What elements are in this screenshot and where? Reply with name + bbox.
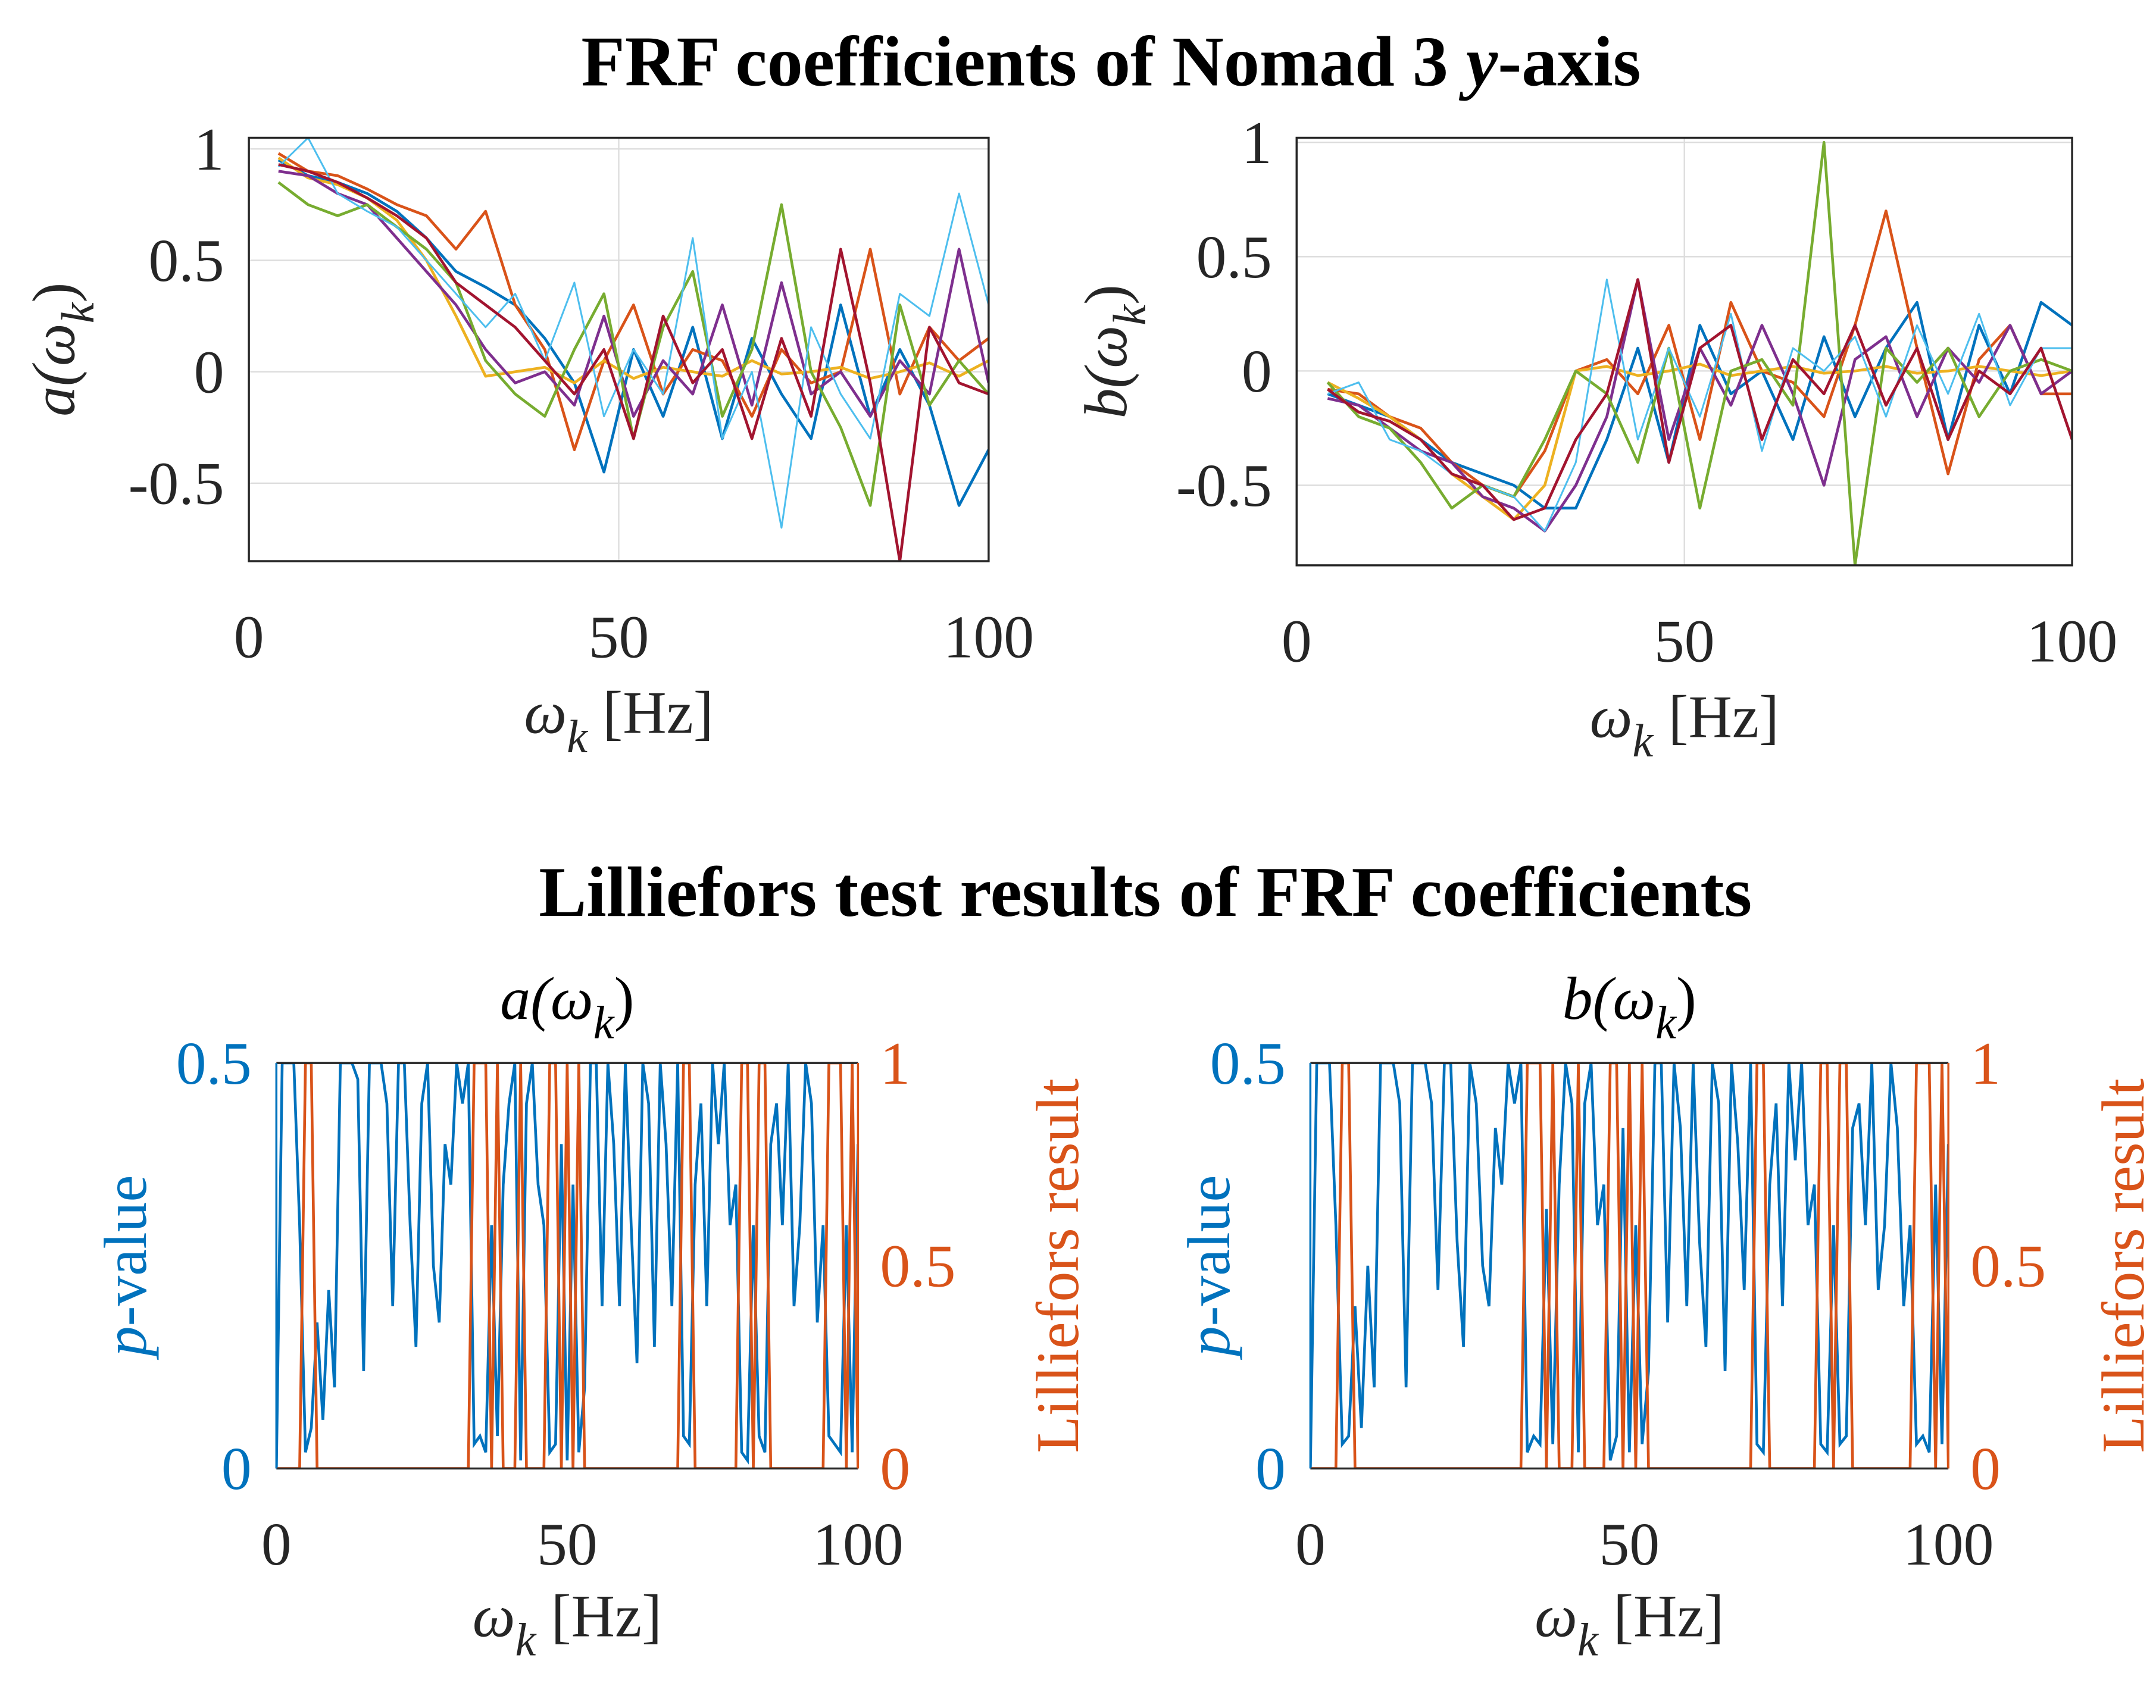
- x-axis-label: ωk [Hz]: [473, 1582, 662, 1665]
- x-axis-label: ωk [Hz]: [1590, 683, 1779, 767]
- series-group: [1310, 1063, 1949, 1469]
- y-left-axis-label: p-value: [92, 1175, 159, 1360]
- y-left-tick-label: 0.5: [176, 1030, 252, 1097]
- y-axis-label: a(ωk): [20, 283, 104, 417]
- plot-b: 0 50 100 -0.5 0 0.5 1 ωk [Hz] b(ωk): [1072, 109, 2117, 767]
- y-left-axis-label: p-value: [1175, 1175, 1242, 1360]
- subplot-title: b(ωk): [1563, 965, 1696, 1048]
- axes-box: [1295, 136, 2073, 567]
- y-left-tick-label: 0.5: [1210, 1030, 1286, 1097]
- y-tick-label: 0: [1242, 337, 1272, 405]
- figure-title-top: FRF coefficients of Nomad 3 y-axis: [581, 22, 1641, 101]
- series-group: [277, 137, 989, 561]
- x-tick-label: 50: [1599, 1510, 1660, 1578]
- series-line-4: [278, 170, 989, 418]
- y-right-axis-label: Lilliefors result: [2089, 1078, 2156, 1453]
- subplot-title: a(ωk): [500, 965, 634, 1048]
- x-tick-label: 100: [943, 603, 1034, 671]
- y-axis-label: b(ωk): [1072, 284, 1155, 418]
- series-line-3: [1327, 362, 2073, 521]
- x-tick-label: 0: [1282, 608, 1312, 675]
- series-line-4: [1327, 278, 2073, 533]
- y-tick-label: 1: [1242, 109, 1272, 176]
- series-line-7: [278, 163, 989, 561]
- series-line-7: [1327, 278, 2073, 521]
- series-line-6: [277, 137, 989, 529]
- x-tick-label: 0: [261, 1510, 292, 1578]
- plot-a: 0 50 100 -0.5 0 0.5 1 ωk [Hz] a(ωk): [20, 115, 1034, 762]
- x-tick-label: 50: [589, 603, 649, 671]
- y-right-axis-label: Lilliefors result: [1024, 1078, 1091, 1453]
- y-right-tick-label: 0: [1970, 1435, 2001, 1502]
- y-tick-label: 0.5: [148, 227, 224, 294]
- series-line-2: [277, 152, 989, 452]
- plot-la: 0 50 100 0 0.5 0 0.5 1 a(ωk) ωk [Hz] p-value Lillie…: [92, 965, 1091, 1666]
- x-tick-label: 100: [2027, 608, 2117, 675]
- series-group: [276, 1063, 858, 1469]
- p-value-line: [1310, 1063, 1949, 1469]
- axes-box: [248, 136, 990, 562]
- x-axis-label: ωk [Hz]: [1535, 1582, 1724, 1665]
- x-axis-label: ωk [Hz]: [524, 679, 713, 762]
- plot-lb: 0 50 100 0 0.5 0 0.5 1 b(ωk) ωk [Hz] p-value Lillie…: [1175, 965, 2156, 1666]
- y-tick-label: -0.5: [1176, 452, 1272, 519]
- y-right-tick-label: 1: [1970, 1030, 2001, 1097]
- x-tick-label: 50: [537, 1510, 598, 1578]
- y-tick-label: -0.5: [129, 450, 224, 517]
- x-tick-label: 50: [1654, 608, 1715, 675]
- x-tick-label: 100: [813, 1510, 903, 1578]
- x-tick-label: 0: [1295, 1510, 1326, 1578]
- figure-title-bottom: Lilliefors test results of FRF coefficie…: [539, 852, 1752, 931]
- x-tick-label: 100: [1903, 1510, 1993, 1578]
- y-right-tick-label: 0.5: [880, 1232, 955, 1299]
- series-line-6: [1327, 279, 2073, 532]
- y-left-tick-label: 0: [221, 1435, 252, 1502]
- y-tick-label: 0.5: [1196, 223, 1272, 290]
- y-right-tick-label: 0.5: [1970, 1232, 2046, 1299]
- y-left-tick-label: 0: [1255, 1435, 1286, 1502]
- y-right-tick-label: 1: [880, 1030, 910, 1097]
- y-tick-label: 1: [194, 115, 224, 183]
- x-tick-label: 0: [234, 603, 264, 671]
- series-line-1: [1327, 301, 2073, 510]
- series-line-5: [1326, 140, 2073, 565]
- y-tick-label: 0: [194, 338, 224, 405]
- y-right-tick-label: 0: [880, 1435, 910, 1502]
- series-group: [1326, 140, 2073, 565]
- p-value-line: [276, 1063, 858, 1469]
